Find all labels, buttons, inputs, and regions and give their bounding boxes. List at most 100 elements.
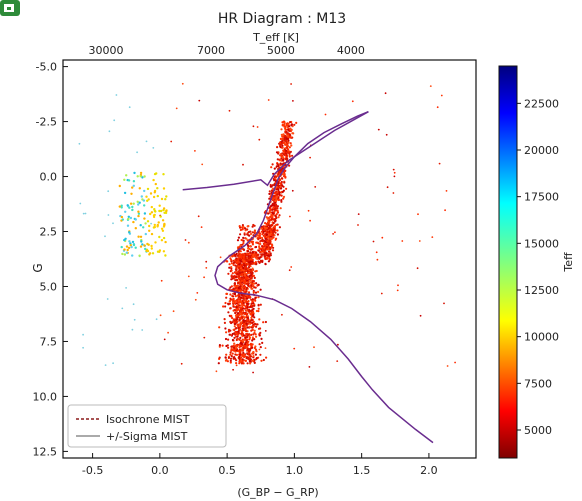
star-point [254, 296, 257, 299]
star-point [237, 236, 240, 239]
star-point [240, 308, 243, 311]
star-point [386, 186, 389, 189]
star-point [291, 132, 294, 135]
star-point [255, 257, 258, 260]
colorbar-label: Teff [562, 252, 575, 273]
star-point [237, 270, 240, 273]
star-point [280, 199, 283, 202]
star-point [244, 227, 247, 230]
star-point [250, 302, 253, 305]
star-point [249, 258, 253, 261]
star-point [236, 272, 239, 275]
star-point [281, 190, 284, 193]
star-point [230, 355, 233, 358]
star-point [239, 325, 242, 328]
star-point [249, 322, 252, 325]
star-point [137, 235, 140, 238]
star-point [118, 205, 122, 208]
star-point [235, 262, 238, 265]
star-point [273, 218, 276, 221]
star-point [266, 254, 269, 257]
star-point [273, 210, 276, 213]
star-point [270, 166, 273, 169]
star-point [285, 143, 288, 146]
star-point [157, 221, 160, 224]
star-point [150, 211, 154, 214]
y-axis-ticks: -5.0 -2.5 0.0 2.5 5.0 7.5 10.0 12.5 [33, 61, 68, 458]
star-point [160, 209, 163, 213]
star-point [245, 332, 248, 336]
star-point [263, 234, 266, 237]
star-point [120, 206, 123, 209]
star-point [137, 214, 140, 218]
star-point [231, 272, 234, 275]
star-point [158, 249, 162, 252]
star-point [162, 250, 166, 253]
star-point [248, 247, 251, 251]
star-point [251, 336, 254, 339]
star-point [164, 198, 167, 201]
star-point [249, 232, 253, 236]
star-point [233, 292, 236, 295]
star-point [235, 362, 238, 365]
star-point [263, 243, 266, 246]
star-point [121, 252, 124, 256]
star-point [289, 121, 292, 124]
star-point [232, 305, 235, 308]
star-point [241, 270, 244, 274]
star-point [82, 212, 85, 215]
star-point [139, 224, 142, 227]
star-point [143, 217, 146, 220]
star-point [147, 198, 150, 201]
star-point [392, 192, 395, 194]
star-point [246, 279, 249, 282]
star-point [283, 170, 287, 173]
star-point [259, 331, 262, 334]
star-point [245, 312, 248, 315]
star-point [268, 197, 271, 200]
star-point [251, 328, 254, 331]
star-point [243, 280, 246, 283]
star-point [162, 207, 166, 210]
x-tick-label: 0.5 [218, 464, 236, 477]
star-point [139, 235, 143, 238]
star-point [262, 230, 265, 233]
top-tick-label: 30000 [89, 44, 124, 57]
star-point [264, 320, 267, 324]
star-point [232, 275, 235, 278]
star-point [271, 216, 274, 219]
star-point [273, 183, 276, 186]
star-point [246, 353, 249, 356]
star-point [106, 298, 109, 300]
star-point [107, 190, 110, 193]
star-point [150, 205, 153, 209]
star-point [264, 263, 267, 266]
star-point [293, 347, 296, 350]
star-point [152, 195, 156, 199]
star-point [290, 123, 293, 126]
star-point [151, 252, 155, 255]
star-point [238, 263, 241, 266]
star-point [146, 220, 150, 223]
star-point [224, 337, 228, 341]
star-point [243, 260, 246, 263]
star-point [149, 192, 153, 195]
star-point [155, 172, 158, 175]
star-point [256, 126, 259, 128]
star-point [233, 302, 236, 305]
star-point [243, 294, 246, 297]
star-point [234, 271, 237, 274]
star-point [241, 243, 244, 246]
top-axis-ticks: 30000 7000 5000 4000 [89, 44, 365, 65]
star-point [249, 248, 253, 251]
star-point [253, 276, 256, 279]
star-point [146, 249, 150, 253]
star-point [236, 335, 239, 338]
star-point [243, 353, 246, 356]
star-point [254, 291, 258, 294]
x-tick-label: 1.0 [286, 464, 304, 477]
star-point [291, 189, 294, 192]
star-point [240, 358, 243, 361]
star-point [240, 332, 243, 335]
star-point [280, 177, 284, 180]
